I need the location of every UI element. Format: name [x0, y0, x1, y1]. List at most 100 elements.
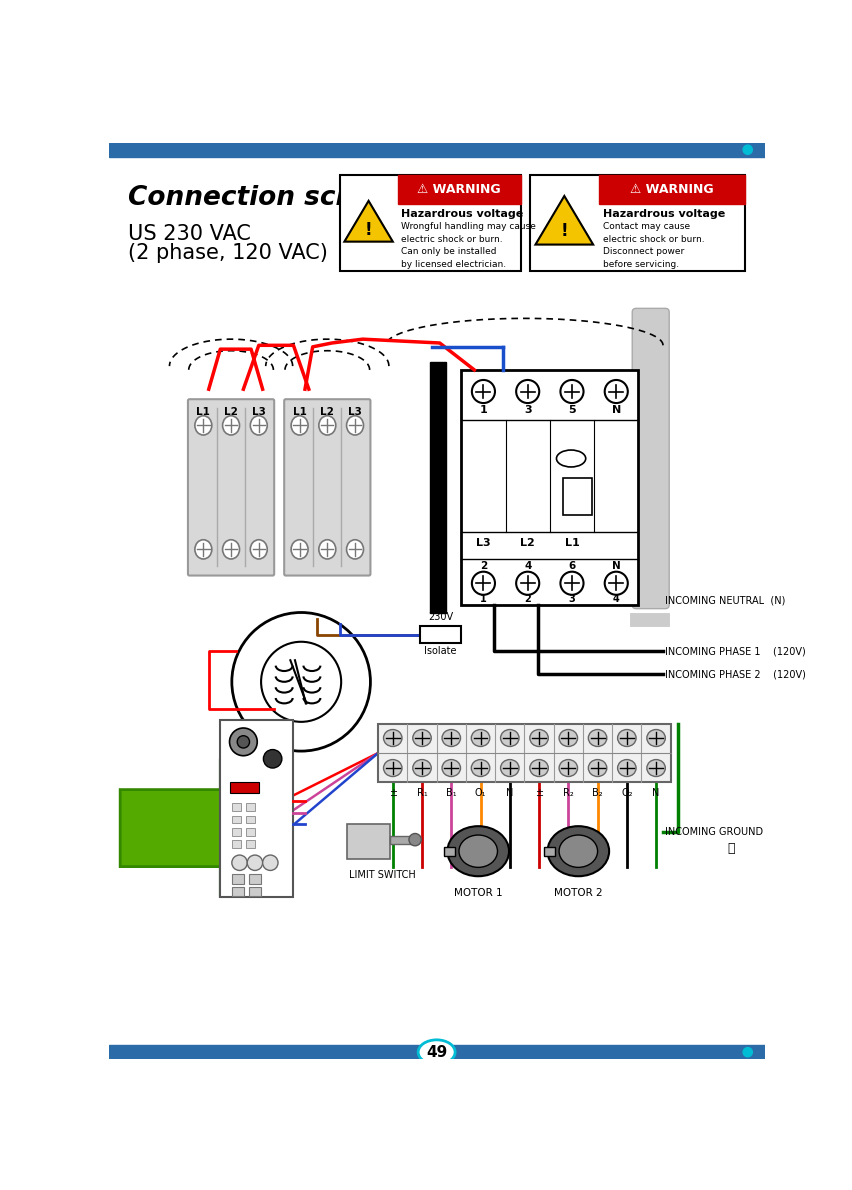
Ellipse shape — [319, 415, 336, 436]
Text: !: ! — [561, 221, 568, 240]
Ellipse shape — [442, 759, 461, 777]
Polygon shape — [120, 759, 259, 897]
Ellipse shape — [548, 826, 609, 876]
Circle shape — [561, 571, 584, 595]
Text: 6: 6 — [568, 562, 576, 571]
Text: INCOMING NEUTRAL  (N): INCOMING NEUTRAL (N) — [665, 596, 785, 606]
Ellipse shape — [250, 415, 268, 436]
Text: 5: 5 — [568, 405, 576, 415]
Text: 4: 4 — [613, 594, 619, 603]
Ellipse shape — [530, 729, 549, 746]
Text: (2 phase, 120 VAC): (2 phase, 120 VAC) — [128, 243, 328, 263]
Ellipse shape — [347, 415, 364, 436]
Ellipse shape — [618, 759, 636, 777]
Ellipse shape — [501, 729, 519, 746]
Bar — [398, 175, 521, 203]
Bar — [599, 175, 746, 203]
Text: LIMIT SWITCH: LIMIT SWITCH — [348, 870, 416, 881]
Ellipse shape — [556, 450, 585, 466]
Text: N: N — [653, 788, 659, 798]
Ellipse shape — [559, 729, 578, 746]
Bar — [348, 825, 389, 859]
Circle shape — [516, 571, 539, 595]
Text: Hazardrous voltage: Hazardrous voltage — [401, 208, 524, 219]
Text: L2: L2 — [521, 538, 535, 549]
Ellipse shape — [383, 759, 402, 777]
Bar — [389, 835, 412, 844]
Text: INCOMING PHASE 2    (120V): INCOMING PHASE 2 (120V) — [665, 669, 805, 679]
Circle shape — [261, 641, 341, 722]
Bar — [245, 840, 255, 848]
Text: O₂: O₂ — [621, 788, 632, 798]
Ellipse shape — [559, 759, 578, 777]
Text: 1: 1 — [480, 594, 486, 603]
Ellipse shape — [250, 540, 268, 559]
Circle shape — [516, 380, 539, 403]
Text: ±: ± — [389, 788, 397, 798]
Bar — [245, 816, 255, 823]
Text: 120V: 120V — [436, 484, 446, 509]
Ellipse shape — [418, 1040, 455, 1065]
Circle shape — [247, 856, 262, 870]
Circle shape — [561, 380, 584, 403]
Ellipse shape — [471, 729, 490, 746]
Text: Wrongful handling may cause
electric shock or burn.
Can only be installed
by lic: Wrongful handling may cause electric sho… — [401, 223, 536, 269]
Bar — [232, 875, 245, 883]
Circle shape — [409, 833, 421, 846]
Text: !: ! — [365, 221, 372, 239]
Text: 2: 2 — [524, 594, 531, 603]
Ellipse shape — [442, 729, 461, 746]
Text: INCOMING PHASE 1    (120V): INCOMING PHASE 1 (120V) — [665, 646, 805, 656]
Ellipse shape — [447, 826, 509, 876]
Ellipse shape — [347, 540, 364, 559]
Text: Connection schematic: Connection schematic — [128, 186, 454, 211]
Bar — [562, 477, 592, 515]
Text: Isolate: Isolate — [424, 646, 457, 657]
Bar — [232, 840, 241, 848]
Text: MOTOR 1: MOTOR 1 — [454, 888, 503, 898]
Ellipse shape — [412, 729, 431, 746]
Polygon shape — [344, 201, 393, 242]
Circle shape — [743, 145, 752, 155]
Text: MOTOR 2: MOTOR 2 — [554, 888, 602, 898]
Text: 1: 1 — [480, 405, 487, 415]
Text: 4: 4 — [524, 562, 532, 571]
Circle shape — [229, 728, 257, 756]
FancyBboxPatch shape — [632, 308, 669, 608]
Bar — [530, 175, 746, 271]
Text: 230V: 230V — [428, 612, 453, 621]
Bar — [232, 803, 241, 812]
Bar — [544, 846, 556, 856]
Text: R₁: R₁ — [417, 788, 428, 798]
Text: L1: L1 — [292, 407, 307, 416]
Text: N: N — [506, 788, 514, 798]
Circle shape — [605, 571, 628, 595]
Text: N: N — [612, 562, 620, 571]
Text: 3: 3 — [524, 405, 532, 415]
Ellipse shape — [195, 415, 212, 436]
Bar — [340, 175, 521, 271]
Bar — [109, 1045, 765, 1059]
Bar — [232, 887, 245, 896]
Text: ⚠ WARNING: ⚠ WARNING — [417, 183, 501, 196]
Ellipse shape — [222, 415, 239, 436]
Text: 2: 2 — [480, 562, 487, 571]
FancyBboxPatch shape — [188, 399, 274, 576]
Text: B₂: B₂ — [592, 788, 603, 798]
Text: B₁: B₁ — [446, 788, 457, 798]
Text: R₂: R₂ — [563, 788, 573, 798]
Ellipse shape — [291, 540, 308, 559]
Ellipse shape — [291, 415, 308, 436]
Text: ±: ± — [535, 788, 543, 798]
Text: ⚠ WARNING: ⚠ WARNING — [630, 183, 714, 196]
Text: L3: L3 — [252, 407, 266, 416]
Text: Hazardrous voltage: Hazardrous voltage — [602, 208, 725, 219]
Ellipse shape — [618, 729, 636, 746]
Bar — [461, 370, 638, 605]
Circle shape — [263, 750, 282, 768]
Text: L2: L2 — [320, 407, 334, 416]
Text: L3: L3 — [348, 407, 362, 416]
Ellipse shape — [459, 835, 498, 868]
Ellipse shape — [412, 759, 431, 777]
Ellipse shape — [195, 540, 212, 559]
